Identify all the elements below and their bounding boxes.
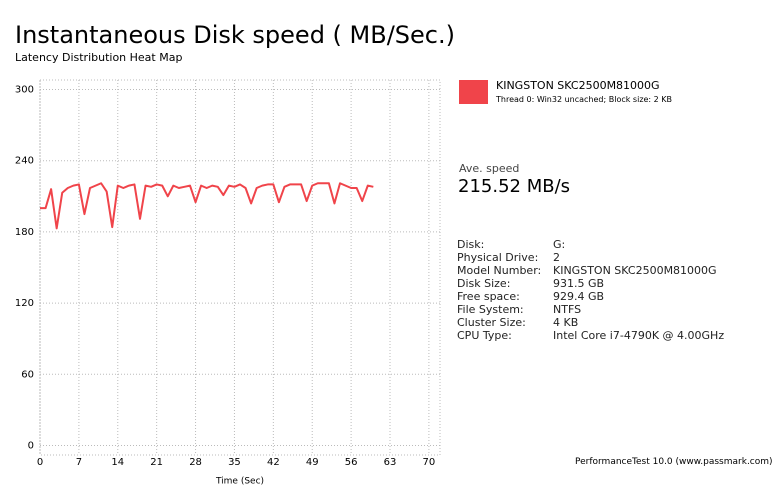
info-value: 931.5 GB	[553, 277, 605, 290]
info-row: Physical Drive: 2	[457, 251, 724, 264]
chart-title: Instantaneous Disk speed ( MB/Sec.)	[15, 21, 455, 49]
plot-frame	[39, 79, 441, 456]
footer: PerformanceTest 10.0 (www.passmark.com)	[575, 457, 773, 467]
info-value: KINGSTON SKC2500M81000G	[553, 264, 717, 277]
info-value: 2	[553, 251, 560, 264]
info-key: Disk:	[457, 238, 485, 251]
info-row: Free space: 929.4 GB	[457, 290, 724, 303]
x-tick-label: 28	[189, 457, 202, 468]
info-row: Disk: G:	[457, 238, 724, 251]
x-tick-label: 63	[384, 457, 397, 468]
avg-label: Ave. speed	[459, 162, 520, 175]
info-value: NTFS	[553, 303, 582, 316]
info-key: File System:	[457, 303, 524, 316]
data-line	[40, 182, 374, 230]
info-key: Free space:	[457, 290, 520, 303]
x-tick-label: 14	[111, 457, 124, 468]
x-tick-label: 21	[150, 457, 163, 468]
legend-label: KINGSTON SKC2500M81000G	[496, 79, 660, 92]
info-key: Disk Size:	[457, 277, 511, 290]
x-tick-label: 42	[267, 457, 280, 468]
legend-note: Thread 0: Win32 uncached; Block size: 2 …	[496, 95, 673, 104]
info-value: 929.4 GB	[553, 290, 605, 303]
info-value: G:	[553, 238, 566, 251]
x-tick-label: 49	[306, 457, 319, 468]
chart-subtitle: Latency Distribution Heat Map	[15, 51, 182, 64]
avg-value: 215.52 MB/s	[458, 176, 571, 197]
info-value: Intel Core i7-4790K @ 4.00GHz	[553, 329, 725, 342]
legend-swatch	[459, 80, 488, 104]
y-tick-label: 120	[15, 298, 34, 309]
y-tick-label: 240	[15, 156, 34, 167]
info-row: Disk Size: 931.5 GB	[457, 277, 724, 290]
info-row: Model Number: KINGSTON SKC2500M81000G	[457, 264, 724, 277]
x-tick-label: 7	[76, 457, 82, 468]
y-tick-label: 0	[28, 441, 34, 452]
y-tick-label: 300	[15, 84, 34, 95]
info-key: Model Number:	[457, 264, 542, 277]
info-value: 4 KB	[553, 316, 579, 329]
x-tick-label: 56	[345, 457, 358, 468]
y-tick-label: 180	[15, 227, 34, 238]
x-tick-label: 35	[228, 457, 241, 468]
info-table: Disk: G: Physical Drive: 2 Model Number: KING…	[457, 238, 724, 342]
x-axis-label: Time (Sec)	[215, 477, 264, 487]
info-row: Cluster Size: 4 KB	[457, 316, 724, 329]
info-key: Physical Drive:	[457, 251, 539, 264]
info-key: Cluster Size:	[457, 316, 526, 329]
info-key: CPU Type:	[457, 329, 512, 342]
info-row: CPU Type: Intel Core i7-4790K @ 4.00GHz	[457, 329, 724, 342]
y-tick-label: 60	[21, 369, 34, 380]
x-tick-label: 70	[423, 457, 436, 468]
info-row: File System: NTFS	[457, 303, 724, 316]
x-tick-label: 0	[37, 457, 43, 468]
